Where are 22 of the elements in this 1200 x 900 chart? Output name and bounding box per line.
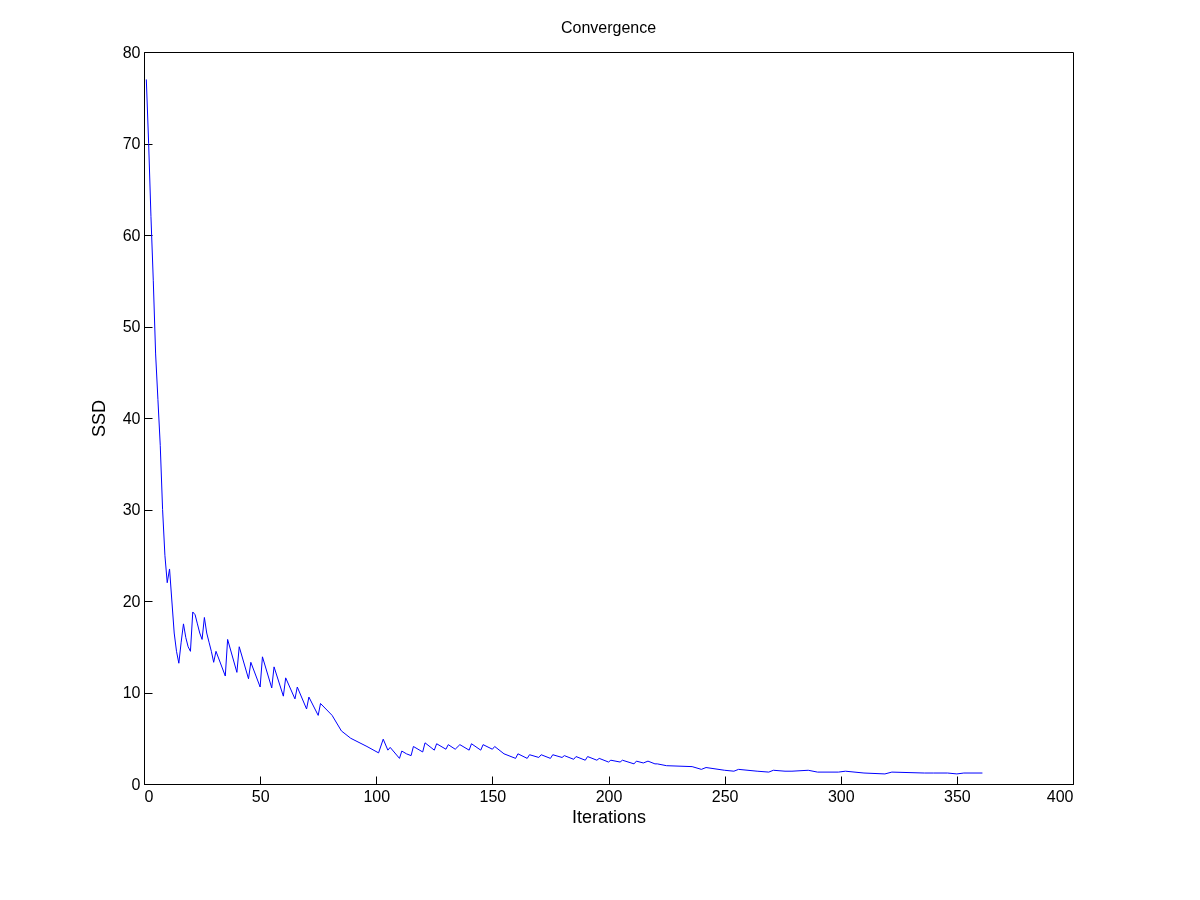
x-tick-label: 300	[827, 787, 855, 805]
chart-title: Convergence	[560, 19, 657, 36]
x-tick-label: 150	[479, 787, 507, 805]
y-tick-label: 80	[122, 43, 141, 61]
x-tick-label: 250	[711, 787, 739, 805]
x-axis-title: Iterations	[571, 806, 647, 827]
x-tick-label: 350	[944, 787, 971, 805]
y-tick-label: 50	[122, 318, 141, 335]
x-tick-label: 50	[251, 787, 270, 805]
y-tick-label: 10	[122, 684, 141, 701]
x-tick-label: 200	[595, 787, 623, 805]
y-tick-label: 40	[122, 409, 141, 427]
y-axis-title: SSD	[88, 399, 109, 438]
y-tick-label: 60	[122, 226, 141, 244]
y-tick-label: 70	[122, 135, 141, 152]
x-tick-label: 400	[1046, 787, 1074, 805]
y-tick-label: 30	[122, 501, 141, 518]
line-series	[145, 78, 983, 775]
x-tick-label: 0	[144, 787, 154, 805]
y-tick-label: 20	[122, 592, 141, 610]
x-tick-label: 100	[363, 787, 391, 805]
y-tick-label: 0	[131, 775, 141, 793]
